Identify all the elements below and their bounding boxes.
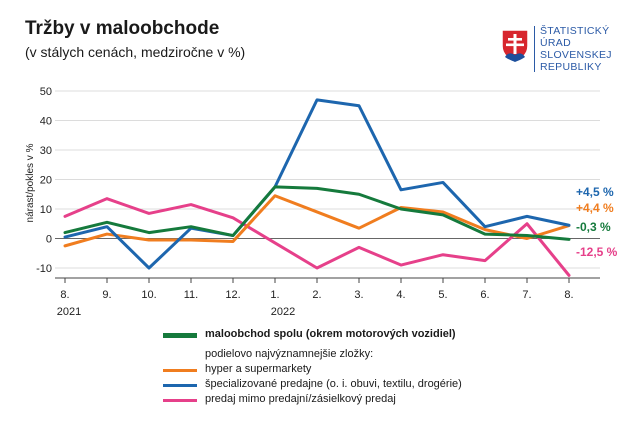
x-tick-label: 1. bbox=[270, 289, 279, 301]
legend-swatch-mail bbox=[163, 399, 197, 402]
legend-swatch-special bbox=[163, 384, 197, 387]
x-tick-label: 7. bbox=[522, 289, 531, 301]
end-value-label: +4,5 % bbox=[576, 185, 614, 199]
x-tick-label: 8. bbox=[60, 289, 69, 301]
chart-subtitle: (v stálych cenách, medziročne v %) bbox=[25, 44, 246, 60]
x-tick-label: 10. bbox=[141, 289, 156, 301]
legend-swatch-main bbox=[163, 333, 197, 338]
logo-line-2: ÚRAD bbox=[540, 37, 571, 49]
end-value-label: -12,5 % bbox=[576, 245, 618, 259]
series-line bbox=[63, 98, 571, 270]
y-axis-label: nárast/pokles v % bbox=[25, 143, 36, 222]
x-tick-label: 12. bbox=[225, 289, 240, 301]
x-tick-label: 6. bbox=[480, 289, 489, 301]
x-tick-label: 4. bbox=[396, 289, 405, 301]
x-tick-label: 2. bbox=[312, 289, 321, 301]
line-chart: -10 0 10 20 30 40 50 nárast/pokles v % 8. 9. 10. 11… bbox=[25, 86, 618, 318]
y-tick-label: 40 bbox=[40, 116, 52, 128]
x-tick-label: 8. bbox=[564, 289, 573, 301]
legend-label-hyper: hyper a supermarkety bbox=[205, 363, 312, 375]
x-tick-label: 3. bbox=[354, 289, 363, 301]
end-value-label: +4,4 % bbox=[576, 201, 614, 215]
series-line bbox=[63, 194, 571, 248]
legend-label-mail: predaj mimo predajní/zásielkový predaj bbox=[205, 393, 396, 405]
legend-swatch-hyper bbox=[163, 369, 197, 372]
y-tick-label: 30 bbox=[40, 145, 52, 157]
legend-label-special: špecializované predajne (o. i. obuvi, te… bbox=[205, 378, 462, 390]
logo-divider bbox=[534, 26, 535, 72]
year-label: 2022 bbox=[271, 306, 295, 318]
logo-line-3: SLOVENSKEJ bbox=[540, 49, 612, 61]
logo-text: ŠTATISTICKÝ ÚRAD SLOVENSKEJ REPUBLIKY bbox=[540, 25, 612, 73]
chart-title: Tržby v maloobchode bbox=[25, 18, 220, 39]
y-tick-label: 50 bbox=[40, 86, 52, 98]
x-tick-label: 9. bbox=[102, 289, 111, 301]
logo-line-4: REPUBLIKY bbox=[540, 61, 602, 73]
y-tick-label: 0 bbox=[46, 234, 52, 246]
y-tick-label: 20 bbox=[40, 175, 52, 187]
x-tick-label: 11. bbox=[184, 289, 198, 301]
logo-line-1: ŠTATISTICKÝ bbox=[540, 25, 610, 37]
legend-subheading-text: podielovo najvýznamnejšie zložky: bbox=[205, 348, 374, 360]
y-tick-label: -10 bbox=[36, 263, 52, 275]
y-tick-label: 10 bbox=[40, 204, 52, 216]
end-value-label: -0,3 % bbox=[576, 220, 611, 234]
statistical-office-logo: ŠTATISTICKÝ ÚRAD SLOVENSKEJ REPUBLIKY bbox=[500, 24, 630, 76]
year-label: 2021 bbox=[57, 306, 81, 318]
legend-label-main: maloobchod spolu (okrem motorových vozid… bbox=[205, 328, 456, 340]
slovak-coat-of-arms-icon bbox=[501, 29, 529, 63]
series-line bbox=[63, 185, 571, 241]
x-tick-label: 5. bbox=[438, 289, 447, 301]
series-line bbox=[63, 197, 571, 277]
